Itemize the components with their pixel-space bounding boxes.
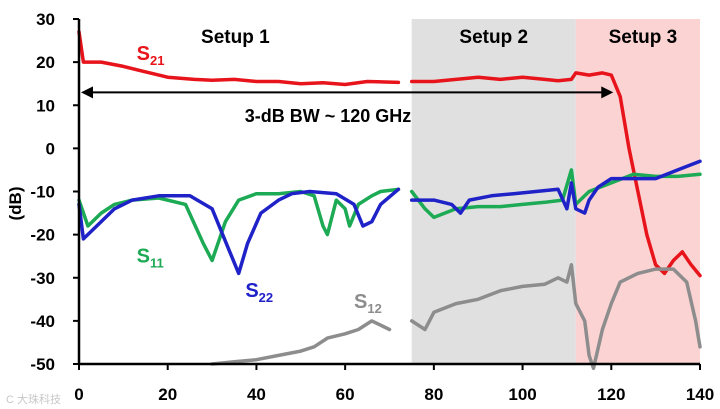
x-tick-label: 40 bbox=[247, 385, 266, 404]
x-tick-label: 140 bbox=[686, 385, 714, 404]
y-tick-label: 0 bbox=[46, 139, 55, 158]
bandwidth-annotation-text: 3-dB BW ~ 120 GHz bbox=[245, 106, 412, 126]
region-label-setup-3: Setup 3 bbox=[609, 27, 678, 48]
series-label-s22: S22 bbox=[245, 280, 273, 305]
series-label-s21: S21 bbox=[137, 43, 165, 68]
x-tick-label: 0 bbox=[74, 385, 83, 404]
y-tick-label: -30 bbox=[30, 269, 55, 288]
series-label-s11: S11 bbox=[137, 246, 164, 271]
y-tick-label: -20 bbox=[30, 226, 55, 245]
series-line-s22-seg-1 bbox=[77, 187, 401, 276]
y-tick-label: -10 bbox=[30, 183, 55, 202]
y-tick-label: 20 bbox=[36, 53, 55, 72]
x-tick-label: 80 bbox=[424, 385, 443, 404]
series-line-s21-seg-1 bbox=[77, 30, 401, 87]
watermark-text: C 大珠科技 bbox=[6, 394, 61, 406]
series-label-s12: S12 bbox=[354, 291, 382, 316]
region-label-setup-1: Setup 1 bbox=[201, 27, 270, 48]
series-line-s12-seg-1 bbox=[210, 319, 392, 366]
y-axis-title: (dB) bbox=[6, 187, 25, 221]
series-line-s12-seg-2 bbox=[409, 263, 702, 371]
x-tick-label: 100 bbox=[508, 385, 536, 404]
x-tick-label: 120 bbox=[597, 385, 625, 404]
bandwidth-arrowhead-right bbox=[601, 86, 614, 99]
x-tick-label: 60 bbox=[336, 385, 355, 404]
series-line-s22-seg-2 bbox=[409, 159, 702, 215]
region-label-setup-2: Setup 2 bbox=[459, 27, 528, 48]
bandwidth-arrowhead-left bbox=[81, 86, 93, 99]
y-tick-label: 30 bbox=[36, 10, 55, 29]
x-tick-label: 20 bbox=[158, 385, 177, 404]
y-tick-label: 10 bbox=[36, 96, 55, 115]
y-tick-label: -50 bbox=[30, 355, 55, 374]
region-bg-1 bbox=[79, 19, 412, 364]
y-tick-label: -40 bbox=[30, 312, 55, 331]
